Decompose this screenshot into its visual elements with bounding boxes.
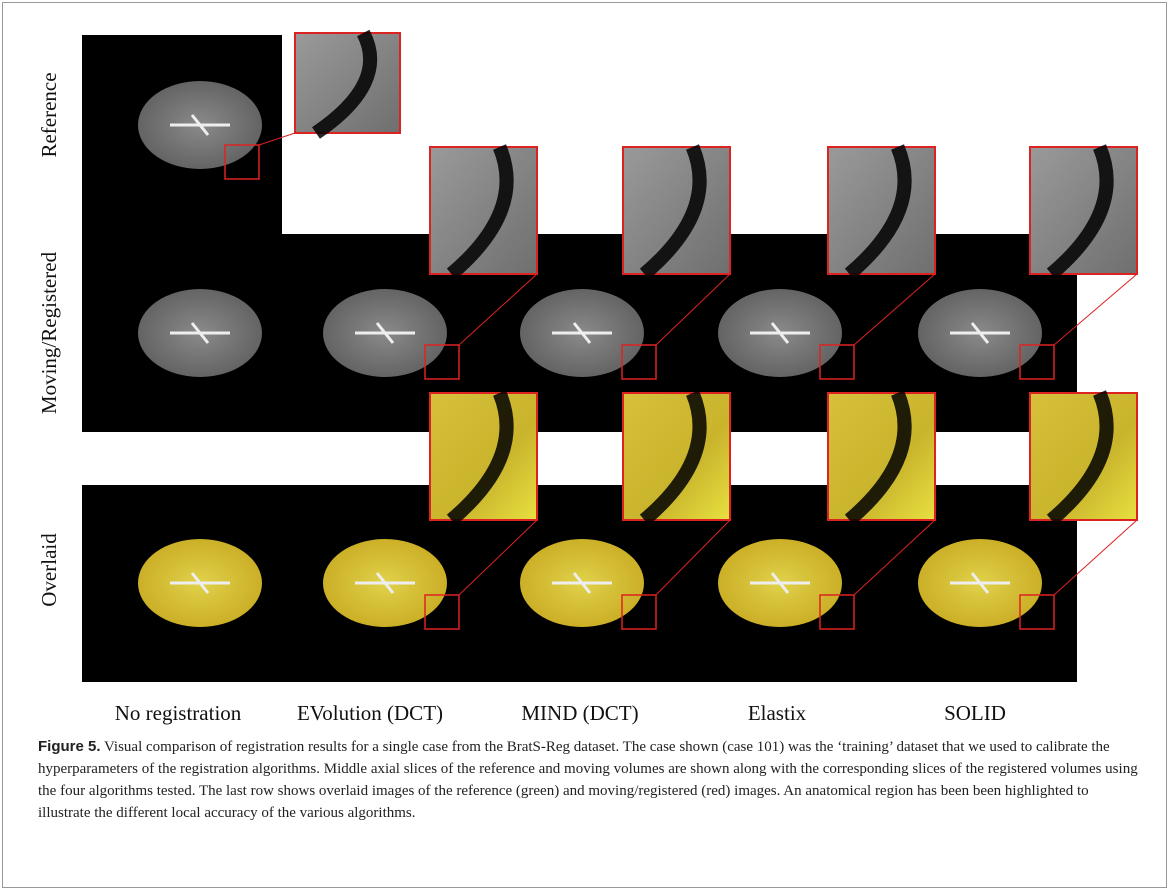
zoom-panel (430, 147, 537, 274)
caption-text: Visual comparison of registration result… (38, 739, 1138, 821)
column-label: No registration (115, 701, 242, 725)
zoom-panel (828, 147, 935, 274)
row-label: Reference (37, 72, 61, 157)
zoom-panel (623, 393, 730, 520)
caption-label: Figure 5. (38, 738, 101, 755)
column-labels: No registration EVolution (DCT) MIND (DC… (115, 701, 1006, 725)
zoom-panel (295, 33, 400, 133)
caption: Figure 5. Visual comparison of registrat… (38, 736, 1138, 824)
zoom-panel (1030, 393, 1137, 520)
row-label: Moving/Registered (37, 251, 61, 414)
row-labels: Reference Moving/Registered Overlaid (37, 72, 61, 606)
zoom-panel (1030, 147, 1137, 274)
column-label: SOLID (944, 701, 1006, 725)
page: Reference Moving/Registered Overlaid No … (0, 0, 1171, 892)
zoom-panel (623, 147, 730, 274)
row-label: Overlaid (37, 533, 61, 607)
column-label: EVolution (DCT) (297, 701, 443, 725)
column-label: Elastix (748, 701, 807, 725)
column-label: MIND (DCT) (521, 701, 638, 725)
figure: Reference Moving/Registered Overlaid No … (0, 0, 1171, 730)
zoom-panel (828, 393, 935, 520)
zoom-panel (430, 393, 537, 520)
